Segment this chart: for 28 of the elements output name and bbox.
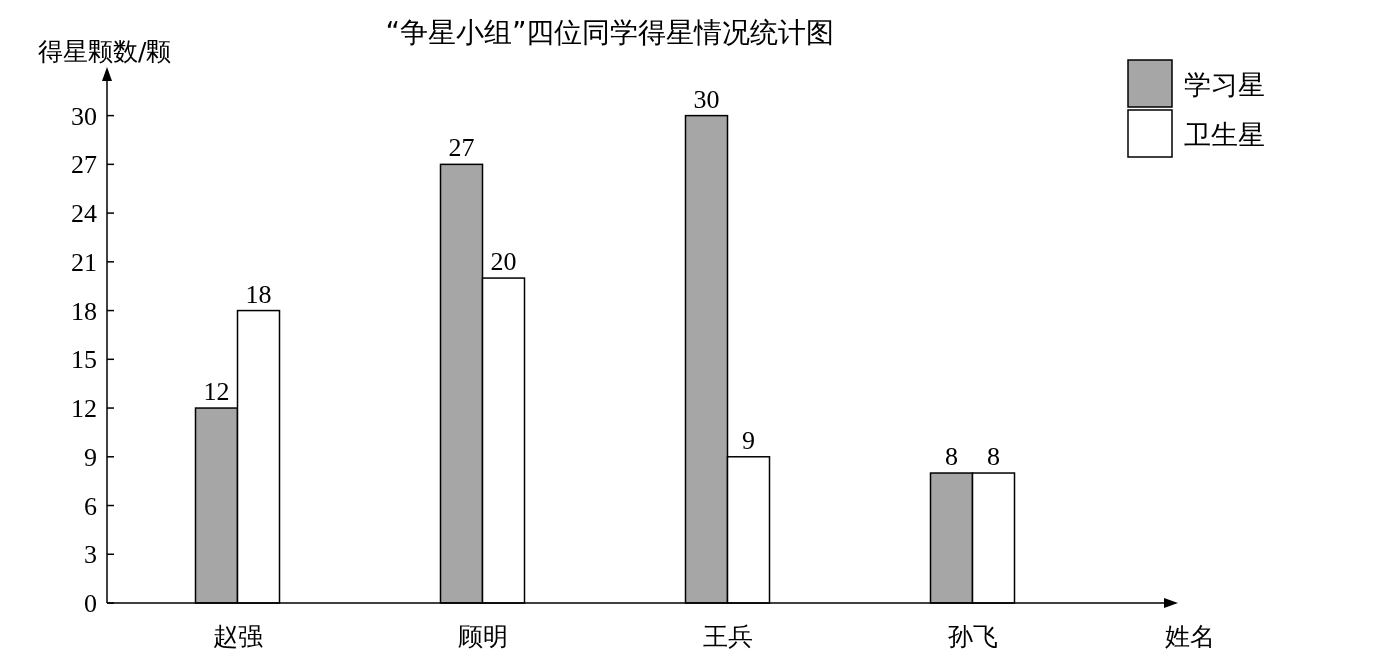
y-tick-label: 3 [84,540,97,570]
x-tick-label: 孙飞 [947,622,998,651]
x-tick-label: 顾明 [457,622,508,651]
y-tick-label: 0 [84,589,97,618]
y-axis-title: 得星颗数/颗 [38,37,172,66]
data-label: 12 [203,377,230,407]
data-label: 9 [742,425,755,455]
y-tick-label: 21 [71,247,97,277]
chart-title: “争星小组”四位同学得星情况统计图 [385,16,835,49]
legend-label: 卫生星 [1184,119,1265,150]
y-tick-label: 30 [71,101,97,131]
y-tick-label: 15 [71,345,97,375]
data-label: 18 [245,279,272,309]
y-tick-label: 18 [71,296,97,326]
y-tick-label: 27 [71,150,97,180]
y-tick-label: 6 [84,491,97,521]
x-axis-title: 姓名 [1165,622,1215,651]
y-tick-label: 9 [84,442,97,472]
legend-label: 学习星 [1184,69,1265,100]
y-tick-label: 12 [71,394,97,424]
data-label: 27 [448,133,475,163]
data-label: 8 [945,442,958,472]
y-tick-label: 24 [71,199,97,229]
data-label: 20 [490,247,517,277]
data-label: 8 [987,442,1000,472]
x-tick-label: 赵强 [212,622,263,651]
x-tick-label: 王兵 [702,622,753,651]
data-label: 30 [693,84,720,114]
